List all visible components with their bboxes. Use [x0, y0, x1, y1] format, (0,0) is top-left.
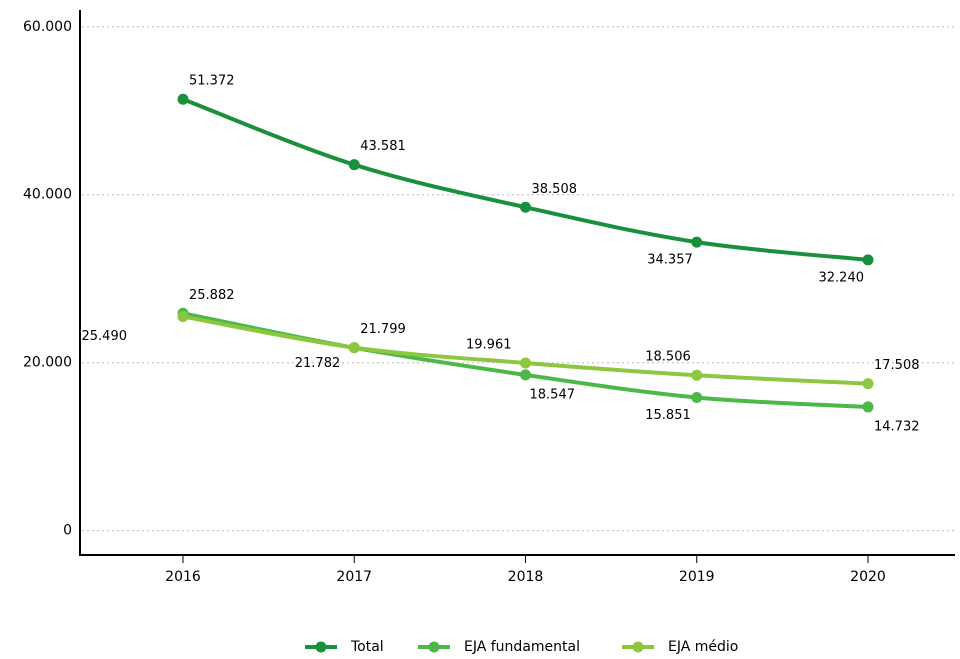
legend-marker — [428, 641, 440, 653]
data-label: 19.961 — [466, 338, 512, 353]
data-label: 21.799 — [360, 322, 406, 337]
legend-label: Total — [350, 639, 384, 655]
point — [691, 369, 703, 381]
data-label: 43.581 — [360, 139, 406, 154]
data-label: 14.732 — [874, 419, 920, 434]
point — [862, 401, 874, 413]
point — [862, 254, 874, 266]
data-label: 15.851 — [645, 408, 691, 423]
point — [520, 357, 531, 369]
data-label: 32.240 — [819, 270, 865, 285]
data-label: 51.372 — [189, 74, 235, 89]
point — [348, 342, 360, 354]
data-label: 25.882 — [189, 288, 235, 303]
y-tick-label: 20.000 — [23, 355, 72, 371]
legend-item: Total — [305, 639, 384, 655]
point — [691, 236, 703, 248]
point — [348, 159, 360, 171]
data-label: 34.357 — [647, 253, 693, 268]
point — [691, 392, 703, 404]
y-tick-label: 40.000 — [23, 187, 72, 203]
x-tick-label: 2020 — [850, 569, 886, 585]
data-label: 38.508 — [532, 182, 578, 197]
data-label: 18.506 — [645, 350, 691, 365]
data-label: 25.490 — [82, 329, 128, 344]
data-label: 17.508 — [874, 358, 920, 373]
point — [520, 369, 531, 381]
data-label: 18.547 — [530, 387, 576, 402]
point — [177, 311, 189, 323]
legend-item: EJA médio — [622, 639, 738, 655]
y-tick-label: 60.000 — [23, 19, 72, 35]
point — [862, 378, 874, 390]
x-tick-label: 2018 — [508, 569, 544, 585]
y-tick-label: 0 — [63, 523, 72, 539]
x-tick-label: 2019 — [679, 569, 715, 585]
x-tick-label: 2016 — [165, 569, 201, 585]
legend-marker — [315, 641, 327, 653]
legend-marker — [632, 641, 644, 653]
x-tick-label: 2017 — [336, 569, 372, 585]
point — [520, 201, 531, 213]
line — [182, 97, 869, 262]
legend-item: EJA fundamental — [418, 639, 580, 655]
data-label: 21.782 — [295, 356, 341, 371]
legend-label: EJA médio — [668, 639, 738, 655]
point — [177, 93, 189, 105]
legend-label: EJA fundamental — [464, 639, 580, 655]
